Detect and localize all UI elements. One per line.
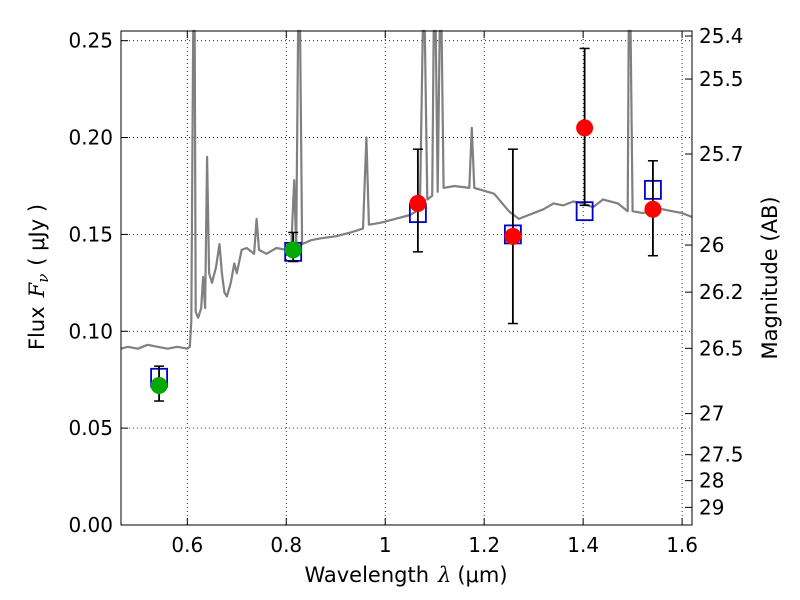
x-axis-label-symbol: λ (437, 563, 451, 587)
y2-tick-label: 25.4 (699, 24, 744, 48)
nir-photometry-point (409, 194, 427, 212)
y-axis-label-unit: ( μJy ) (25, 204, 49, 266)
optical-photometry-point (150, 377, 168, 395)
y2-tick-label: 27 (699, 402, 724, 426)
y2-tick-label: 26.5 (699, 336, 744, 360)
nir-photometry-point (644, 200, 662, 218)
y-tick-label: 0.05 (68, 416, 113, 440)
y2-tick-label: 25.5 (699, 67, 744, 91)
y-tick-label: 0.20 (68, 126, 113, 150)
nir-photometry-point (576, 119, 594, 137)
x-tick-label: 0.6 (171, 533, 203, 557)
x-axis-label: Wavelength λ (μm) (304, 563, 507, 587)
x-tick-label: 1.2 (468, 533, 500, 557)
y-axis-label: Flux Fν ( μJy ) (25, 204, 52, 350)
y2-tick-label: 29 (699, 495, 724, 519)
x-tick-label: 1.4 (567, 533, 599, 557)
y-tick-label: 0.25 (68, 29, 113, 53)
x-tick-label: 0.8 (270, 533, 302, 557)
y-tick-label: 0.10 (68, 319, 113, 343)
optical-photometry-point (284, 241, 302, 259)
y2-tick-label: 27.5 (699, 443, 744, 467)
data-points-layer (150, 47, 662, 402)
nir-photometry-point (504, 227, 522, 245)
model-spectrum-layer (120, 29, 693, 350)
y-axis-label-text: Flux (25, 306, 49, 350)
grid-lines (121, 31, 692, 526)
y-tick-label: 0.00 (68, 513, 113, 537)
plot-frame (120, 30, 693, 526)
y-axis-label-symbol: F (25, 281, 49, 298)
x-tick-label: 1 (379, 533, 392, 557)
y2-tick-label: 28 (699, 469, 724, 493)
model-spectrum-line (120, 29, 693, 350)
x-tick-label: 1.6 (666, 533, 698, 557)
y-tick-label: 0.15 (68, 222, 113, 246)
y2-tick-label: 26 (699, 233, 724, 257)
x-axis-label-unit: (μm) (457, 563, 507, 587)
x-axis-label-text: Wavelength (304, 563, 429, 587)
y2-tick-label: 26.2 (699, 280, 744, 304)
y2-tick-label: 25.7 (699, 142, 744, 166)
y-axis-label-subscript: ν (34, 274, 52, 283)
axis-ticks: 0.6 0.8 1 1.2 1.4 1.6 0.00 0.05 0.10 0.15 0.20 0.25… (68, 24, 743, 557)
y2-axis-label: Magnitude (AB) (758, 196, 782, 359)
